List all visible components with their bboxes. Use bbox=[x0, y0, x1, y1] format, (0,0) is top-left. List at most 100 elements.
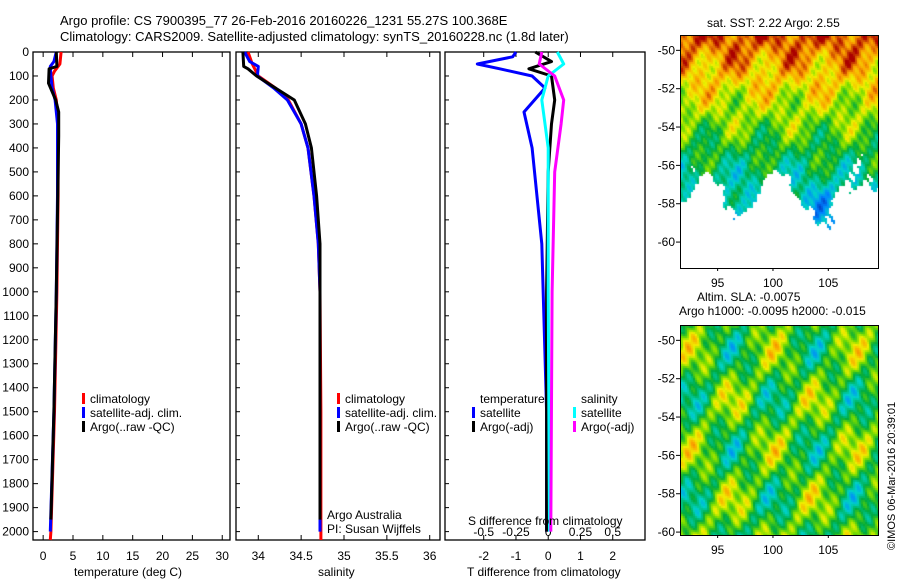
salinity-xlabel: salinity bbox=[318, 565, 355, 579]
sst-map-title: sat. SST: 2.22 Argo: 2.55 bbox=[707, 16, 840, 30]
temperature-legend: climatology satellite-adj. clim. Argo(..… bbox=[82, 392, 182, 434]
depth-tick-label: 700 bbox=[9, 213, 29, 227]
annotation-line: PI: Susan Wijffels bbox=[327, 522, 421, 536]
title-line-2: Climatology: CARS2009. Satellite-adjuste… bbox=[60, 29, 569, 44]
x-tick-label: 34.5 bbox=[289, 549, 313, 563]
plot-frame bbox=[444, 51, 646, 541]
map-lon-label: 95 bbox=[711, 276, 725, 290]
sla-map bbox=[680, 325, 879, 536]
map-lat-label: -60 bbox=[658, 525, 676, 539]
legend-argo: Argo(..raw -QC) bbox=[82, 420, 182, 434]
sst-map bbox=[680, 35, 879, 269]
map-lat-label: -58 bbox=[658, 487, 676, 501]
map-lat-label: -52 bbox=[658, 372, 676, 386]
profile-line-temperature-satellite bbox=[475, 51, 549, 532]
depth-tick-label: 1700 bbox=[2, 453, 29, 467]
imos-timestamp: ©IMOS 06-Mar-2016 20:39:01 bbox=[886, 401, 898, 550]
s-tick-label: -0.5 bbox=[473, 525, 494, 539]
diff-temperature-legend: temperature satellite Argo(-adj) bbox=[472, 392, 545, 434]
depth-tick-label: 1000 bbox=[2, 285, 29, 299]
map-lon-label: 105 bbox=[818, 543, 838, 557]
x-tick-label: 2 bbox=[609, 549, 616, 563]
sla-map-title-1: Altim. SLA: -0.0075 bbox=[697, 290, 801, 304]
x-tick-label: -1 bbox=[511, 549, 522, 563]
depth-tick-label: 1400 bbox=[2, 381, 29, 395]
x-tick-label: 15 bbox=[126, 549, 140, 563]
salinity-legend: climatology satellite-adj. clim. Argo(..… bbox=[337, 392, 437, 434]
sla-map-title-2: Argo h1000: -0.0095 h2000: -0.015 bbox=[679, 304, 866, 318]
depth-tick-label: 200 bbox=[9, 93, 29, 107]
x-tick-label: 34 bbox=[252, 549, 266, 563]
depth-tick-label: 1100 bbox=[3, 309, 29, 323]
s-tick-label: -0.25 bbox=[502, 525, 530, 539]
legend-header: temperature bbox=[480, 392, 545, 406]
map-lat-label: -50 bbox=[658, 43, 676, 57]
diff-xlabel: T difference from climatology bbox=[467, 565, 621, 579]
x-tick-label: 35.5 bbox=[375, 549, 399, 563]
legend-swatch bbox=[337, 421, 340, 432]
map-lat-label: -58 bbox=[658, 197, 676, 211]
map-lat-label: -54 bbox=[658, 410, 676, 424]
depth-tick-label: 800 bbox=[9, 237, 29, 251]
depth-tick-label: 100 bbox=[9, 69, 29, 83]
legend-header: salinity bbox=[581, 392, 618, 406]
map-lat-label: -56 bbox=[658, 158, 676, 172]
map-lon-label: 95 bbox=[711, 543, 725, 557]
legend-swatch bbox=[82, 393, 85, 404]
depth-tick-label: 0 bbox=[22, 45, 29, 59]
depth-tick-label: 400 bbox=[9, 141, 29, 155]
plot-frame bbox=[235, 51, 441, 541]
x-tick-label: 20 bbox=[156, 549, 170, 563]
annotation-line: Argo Australia bbox=[327, 508, 402, 522]
map-lon-label: 100 bbox=[763, 543, 783, 557]
depth-tick-label: 500 bbox=[9, 165, 29, 179]
legend-satellite: satellite-adj. clim. bbox=[82, 406, 182, 420]
legend-swatch bbox=[472, 421, 475, 432]
x-tick-label: -2 bbox=[478, 549, 489, 563]
depth-tick-label: 1800 bbox=[2, 477, 29, 491]
s-tick-label: 0 bbox=[545, 525, 552, 539]
depth-tick-label: 900 bbox=[9, 261, 29, 275]
s-tick-label: 0.5 bbox=[604, 525, 621, 539]
depth-tick-label: 2000 bbox=[2, 525, 29, 539]
x-tick-label: 10 bbox=[96, 549, 110, 563]
profile-line-salinity-satellite bbox=[540, 51, 566, 532]
legend-climatology: climatology bbox=[82, 392, 182, 406]
legend-satellite: satellite-adj. clim. bbox=[337, 406, 437, 420]
temperature-xlabel: temperature (deg C) bbox=[74, 565, 183, 579]
depth-tick-label: 1200 bbox=[2, 333, 29, 347]
x-tick-label: 5 bbox=[70, 549, 77, 563]
x-tick-label: 1 bbox=[577, 549, 584, 563]
x-tick-label: 30 bbox=[216, 549, 230, 563]
depth-tick-label: 1500 bbox=[2, 405, 29, 419]
map-lat-label: -56 bbox=[658, 448, 676, 462]
salinity-annotation: Argo Australia PI: Susan Wijffels bbox=[327, 508, 421, 536]
s-tick-label: 0.25 bbox=[569, 525, 593, 539]
depth-tick-label: 1300 bbox=[2, 357, 29, 371]
depth-tick-label: 1900 bbox=[2, 501, 29, 515]
profile-line-satellite-adj-clim- bbox=[243, 51, 322, 532]
title-line-1: Argo profile: CS 7900395_77 26-Feb-2016 … bbox=[60, 13, 508, 28]
legend-swatch bbox=[337, 407, 340, 418]
legend-swatch bbox=[472, 407, 475, 418]
map-lat-label: -50 bbox=[658, 333, 676, 347]
map-lat-label: -60 bbox=[658, 235, 676, 249]
legend-climatology: climatology bbox=[337, 392, 437, 406]
depth-tick-label: 600 bbox=[9, 189, 29, 203]
legend-swatch bbox=[82, 421, 85, 432]
depth-tick-label: 1600 bbox=[2, 429, 29, 443]
x-tick-label: 35 bbox=[337, 549, 351, 563]
legend-swatch bbox=[82, 407, 85, 418]
legend-argo: Argo(..raw -QC) bbox=[337, 420, 437, 434]
profile-line-argo-raw-qc- bbox=[47, 51, 61, 520]
map-lon-label: 105 bbox=[818, 276, 838, 290]
x-tick-label: 0 bbox=[545, 549, 552, 563]
depth-tick-label: 300 bbox=[9, 117, 29, 131]
map-lon-label: 100 bbox=[763, 276, 783, 290]
legend-swatch bbox=[337, 393, 340, 404]
legend-swatch bbox=[573, 407, 576, 418]
x-tick-label: 36 bbox=[423, 549, 437, 563]
diff-salinity-legend: salinity satellite Argo(-adj) bbox=[573, 392, 634, 434]
plot-frame bbox=[32, 51, 231, 541]
